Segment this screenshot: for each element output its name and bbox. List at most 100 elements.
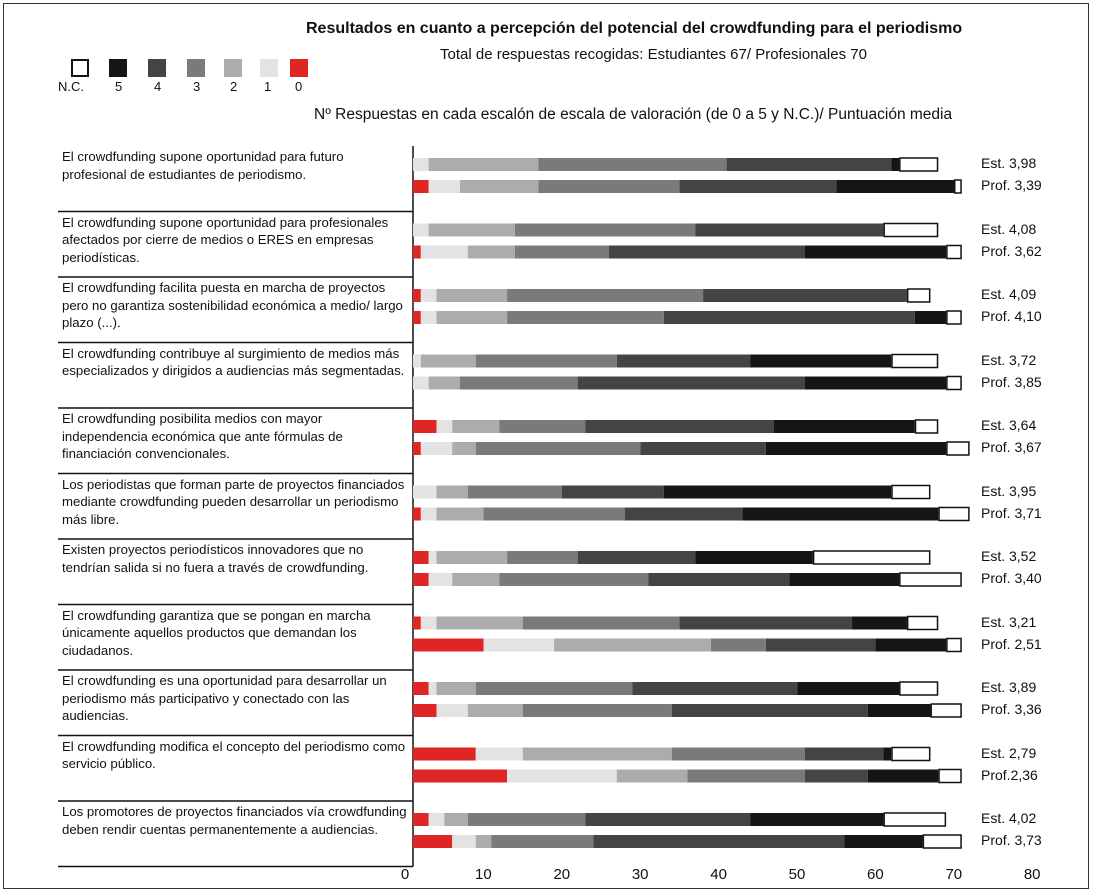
bar-segment-est-3: [507, 289, 704, 302]
bar-segment-prof-5: [805, 376, 947, 390]
bar-segment-est-2: [522, 747, 672, 761]
prof-score-label: Prof. 3,73: [981, 832, 1042, 848]
bar-segment-est-5: [797, 682, 900, 695]
bar-segment-prof-4: [640, 442, 766, 455]
bar-segment-prof-5: [844, 835, 923, 848]
bar-segment-prof-2: [467, 245, 515, 259]
bar-segment-est-1: [413, 223, 429, 237]
bar-segment-prof-nc: [922, 834, 962, 849]
x-tick-label: 10: [475, 866, 492, 883]
bar-segment-prof-3: [687, 769, 805, 783]
bar-segment-est-4: [726, 158, 892, 171]
bar-segment-prof-3: [460, 376, 578, 390]
bar-segment-prof-2: [460, 180, 539, 193]
bar-segment-est-5: [891, 158, 900, 171]
est-score-label: Est. 4,08: [981, 220, 1037, 237]
bar-segment-prof-0: [413, 638, 484, 652]
prof-score-label: Prof. 3,85: [981, 373, 1042, 390]
legend-label-3: 3: [193, 79, 201, 94]
bar-segment-prof-1: [436, 704, 468, 717]
est-score-label: Est. 3,89: [981, 679, 1037, 695]
chart-subtitle: Total de respuestas recogidas: Estudiant…: [440, 46, 867, 63]
bar-segment-est-2: [436, 551, 508, 564]
bar-segment-est-4: [616, 354, 751, 368]
bar-segment-prof-3: [483, 507, 625, 521]
bar-segment-est-nc: [899, 157, 939, 172]
bar-segment-prof-3: [491, 835, 594, 848]
question-label: El crowdfunding garantiza que se pongan …: [62, 607, 371, 658]
est-score-label: Est. 3,64: [981, 417, 1037, 433]
question-label: El crowdfunding posibilita medios con ma…: [62, 411, 343, 461]
bar-segment-prof-5: [875, 638, 947, 652]
bar-segment-prof-nc: [938, 768, 962, 784]
est-score-label: Est. 2,79: [981, 744, 1037, 761]
bar-segment-prof-4: [663, 311, 915, 324]
legend-swatch-2: [224, 59, 242, 77]
bar-segment-est-5: [750, 813, 884, 826]
x-tick-label: 80: [1023, 866, 1041, 883]
prof-score-label: Prof. 3,36: [981, 701, 1042, 717]
bar-segment-est-2: [428, 158, 539, 171]
bar-segment-est-nc: [891, 484, 931, 500]
bar-segment-prof-3: [499, 573, 649, 586]
bar-segment-prof-5: [789, 573, 900, 586]
bar-segment-est-0: [413, 747, 476, 761]
bar-segment-prof-2: [616, 769, 688, 783]
bar-segment-est-1: [475, 747, 523, 761]
prof-score-label: Prof. 3,39: [981, 177, 1042, 193]
prof-score-label: Prof.2,36: [981, 766, 1038, 783]
bar-segment-est-nc: [906, 615, 939, 631]
bar-segment-est-0: [413, 289, 421, 302]
prof-score-label: Prof. 3,62: [981, 242, 1042, 259]
bar-segment-est-1: [428, 551, 437, 564]
bar-segment-est-nc: [906, 288, 931, 303]
bar-segment-est-2: [420, 354, 476, 368]
bar-segment-est-1: [413, 485, 437, 499]
bar-segment-est-5: [883, 747, 892, 761]
bar-segment-prof-1: [420, 507, 437, 521]
bar-segment-prof-3: [522, 704, 672, 717]
x-tick-label: 70: [945, 866, 963, 883]
bar-segment-prof-5: [914, 311, 947, 324]
bar-segment-est-nc: [899, 681, 939, 696]
chart-frame: [3, 3, 1089, 889]
bar-segment-prof-5: [742, 507, 939, 521]
question-label: Los periodistas que forman parte de proy…: [62, 476, 405, 527]
question-label: El crowdfunding es una oportunidad para …: [62, 673, 387, 723]
bar-segment-est-5: [663, 485, 892, 499]
question-label: El crowdfunding supone oportunidad para …: [62, 149, 344, 182]
bar-segment-prof-2: [452, 442, 476, 455]
bar-segment-prof-0: [413, 442, 421, 455]
x-tick-label: 20: [553, 866, 571, 883]
bar-segment-prof-3: [514, 245, 609, 259]
bar-segment-prof-0: [413, 311, 421, 324]
bar-segment-prof-3: [710, 638, 766, 652]
bar-segment-est-0: [413, 420, 437, 433]
bar-segment-est-2: [436, 485, 468, 499]
bar-segment-est-2: [452, 420, 500, 433]
prof-score-label: Prof. 2,51: [981, 635, 1042, 652]
est-score-label: Est. 3,21: [981, 613, 1037, 630]
prof-score-label: Prof. 3,40: [981, 570, 1042, 586]
bar-segment-prof-nc: [953, 179, 962, 194]
bar-segment-est-nc: [883, 222, 939, 238]
bar-segment-prof-3: [507, 311, 664, 324]
bar-segment-est-4: [632, 682, 798, 695]
bar-segment-prof-2: [554, 638, 711, 652]
bar-segment-prof-4: [609, 245, 805, 259]
legend-label-2: 2: [230, 79, 238, 94]
bar-segment-est-3: [522, 616, 680, 630]
bar-segment-est-5: [852, 616, 907, 630]
bar-segment-est-nc: [883, 812, 947, 827]
bar-segment-est-1: [413, 354, 421, 368]
chart-title: Resultados en cuanto a percepción del po…: [306, 20, 963, 37]
est-score-label: Est. 3,52: [981, 548, 1037, 564]
bar-segment-prof-4: [679, 180, 837, 193]
x-tick-label: 30: [631, 866, 649, 883]
bar-segment-est-3: [507, 551, 578, 564]
bar-segment-prof-nc: [946, 441, 970, 456]
bar-segment-prof-nc: [946, 310, 962, 325]
x-tick-label: 40: [710, 866, 727, 883]
bar-segment-prof-1: [420, 442, 453, 455]
